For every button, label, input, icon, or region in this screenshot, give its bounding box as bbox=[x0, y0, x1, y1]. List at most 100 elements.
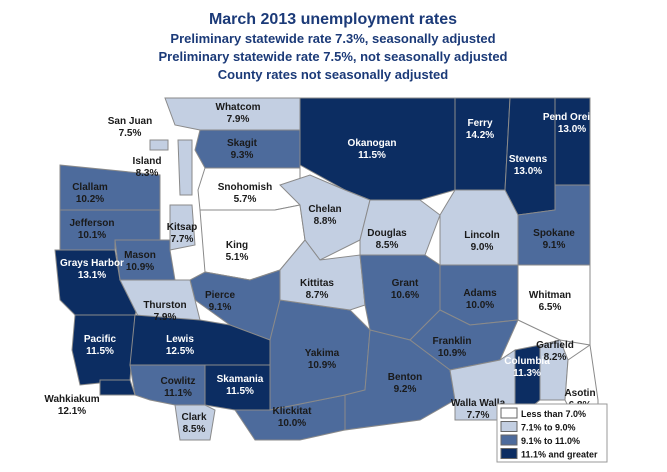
subtitle: County rates not seasonally adjusted bbox=[218, 67, 449, 82]
county-name: Franklin bbox=[433, 336, 472, 347]
legend-label: 11.1% and greater bbox=[521, 450, 598, 460]
county-rate: 13.1% bbox=[78, 270, 106, 281]
county-rate: 7.7% bbox=[467, 410, 490, 421]
county-rate: 8.2% bbox=[544, 352, 567, 363]
county-name: Klickitat bbox=[273, 406, 313, 417]
county-rate: 11.5% bbox=[358, 150, 386, 161]
county-rate: 10.9% bbox=[438, 348, 466, 359]
subtitle: Preliminary statewide rate 7.5%, not sea… bbox=[159, 49, 508, 64]
county-name: Grays Harbor bbox=[60, 258, 124, 269]
legend-swatch bbox=[500, 434, 518, 446]
county-name: Mason bbox=[124, 250, 156, 261]
legend-swatch bbox=[500, 448, 518, 459]
county-name: Pierce bbox=[205, 290, 235, 301]
county-name: Clallam bbox=[72, 182, 108, 193]
county-rate: 9.0% bbox=[471, 242, 494, 253]
county bbox=[149, 139, 169, 151]
county-rate: 9.3% bbox=[231, 150, 254, 161]
county-name: Lewis bbox=[166, 334, 194, 345]
county-name: Pend Oreille bbox=[543, 112, 602, 123]
county-rate: 10.1% bbox=[78, 230, 106, 241]
county-name: Stevens bbox=[509, 154, 548, 165]
county-rate: 7.9% bbox=[227, 114, 250, 125]
county-rate: 13.0% bbox=[514, 166, 542, 177]
counties bbox=[54, 97, 599, 441]
county bbox=[169, 204, 196, 251]
county-rate: 7.9% bbox=[154, 312, 177, 323]
county-rate: 8.5% bbox=[183, 424, 206, 435]
county-rate: 8.7% bbox=[306, 290, 329, 301]
county-name: Kitsap bbox=[167, 222, 198, 233]
county-name: Okanogan bbox=[348, 138, 397, 149]
county-rate: 11.1% bbox=[164, 388, 192, 399]
county-name: Skamania bbox=[217, 374, 264, 385]
county-rate: 9.1% bbox=[209, 302, 232, 313]
county-name: Clark bbox=[181, 412, 206, 423]
county bbox=[517, 264, 591, 346]
county-name: Thurston bbox=[143, 300, 186, 311]
county-rate: 10.9% bbox=[126, 262, 154, 273]
county-rate: 12.1% bbox=[58, 406, 86, 417]
county-name: Ferry bbox=[467, 118, 492, 129]
legend: Less than 7.0% 7.1% to 9.0% 9.1% to 11.0% 1… bbox=[496, 403, 608, 463]
county-name: San Juan bbox=[108, 116, 152, 127]
county-rate: 9.1% bbox=[543, 240, 566, 251]
title: March 2013 unemployment rates bbox=[209, 11, 457, 28]
county-rate: 10.9% bbox=[308, 360, 336, 371]
county-name: Benton bbox=[388, 372, 422, 383]
county bbox=[194, 129, 301, 169]
county-name: Lincoln bbox=[464, 230, 500, 241]
county-name: Cowlitz bbox=[161, 376, 196, 387]
legend-label: 9.1% to 11.0% bbox=[521, 436, 580, 446]
county bbox=[174, 404, 216, 441]
county-name: Jefferson bbox=[69, 218, 114, 229]
county-rate: 5.1% bbox=[226, 252, 249, 263]
county-name: Kittitas bbox=[300, 278, 334, 289]
county-rate: 7.7% bbox=[171, 234, 194, 245]
county-rate: 14.2% bbox=[466, 130, 494, 141]
county-name: Pacific bbox=[84, 334, 117, 345]
county-name: Wahkiakum bbox=[44, 394, 99, 405]
county-rate: 8.3% bbox=[136, 168, 159, 179]
county-rate: 9.2% bbox=[394, 384, 417, 395]
county-name: Whitman bbox=[529, 290, 571, 301]
legend-swatch bbox=[500, 407, 518, 419]
county-name: Yakima bbox=[305, 348, 340, 359]
county-name: Snohomish bbox=[218, 182, 272, 193]
county-rate: 12.5% bbox=[166, 346, 194, 357]
county-rate: 10.0% bbox=[278, 418, 306, 429]
county-name: Garfield bbox=[536, 340, 574, 351]
county bbox=[454, 97, 511, 191]
county-name: Chelan bbox=[308, 204, 341, 215]
county-name: Skagit bbox=[227, 138, 258, 149]
legend-swatch bbox=[500, 421, 518, 432]
county-name: Asotin bbox=[564, 388, 595, 399]
county-rate: 10.6% bbox=[391, 290, 419, 301]
county-rate: 10.0% bbox=[466, 300, 494, 311]
legend-label: 7.1% to 9.0% bbox=[521, 423, 576, 433]
subtitle: Preliminary statewide rate 7.3%, seasona… bbox=[170, 31, 495, 46]
county-name: Walla Walla bbox=[451, 398, 506, 409]
county-rate: 13.0% bbox=[558, 124, 586, 135]
county-name: Adams bbox=[463, 288, 497, 299]
county-rate: 10.2% bbox=[76, 194, 104, 205]
county bbox=[177, 139, 193, 196]
county-rate: 8.8% bbox=[314, 216, 337, 227]
county-rate: 5.7% bbox=[234, 194, 257, 205]
county-name: Whatcom bbox=[216, 102, 261, 113]
county-rate: 11.3% bbox=[513, 368, 541, 379]
county-name: Douglas bbox=[367, 228, 407, 239]
county-name: King bbox=[226, 240, 248, 251]
county bbox=[439, 189, 519, 266]
county-rate: 6.5% bbox=[539, 302, 562, 313]
county-name: Spokane bbox=[533, 228, 575, 239]
county-name: Island bbox=[133, 156, 162, 167]
county-rate: 11.5% bbox=[86, 346, 114, 357]
legend-label: Less than 7.0% bbox=[521, 409, 586, 419]
county-name: Columbia bbox=[504, 356, 550, 367]
county-rate: 7.5% bbox=[119, 128, 142, 139]
county-rate: 11.5% bbox=[226, 386, 254, 397]
county bbox=[99, 379, 136, 396]
